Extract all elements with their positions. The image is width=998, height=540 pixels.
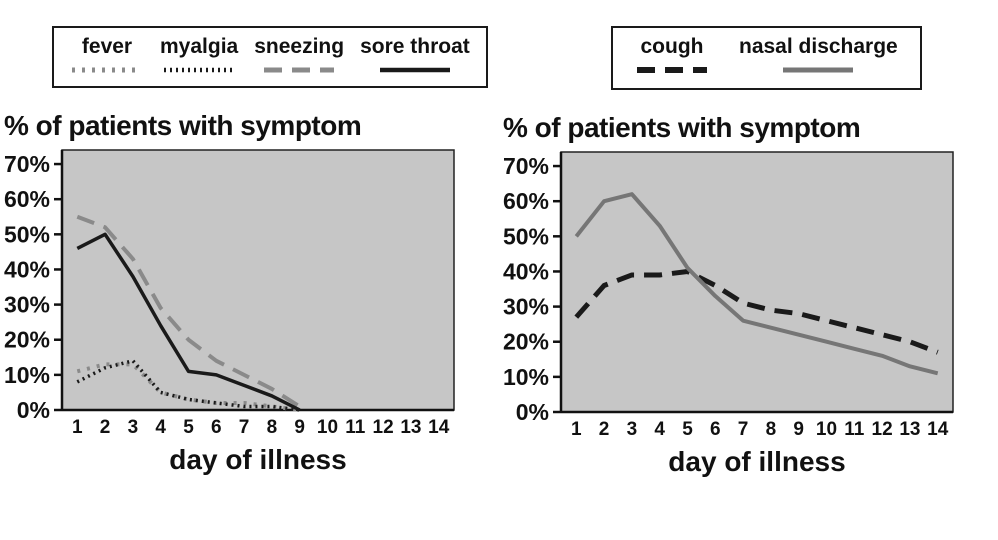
chart-title-right: % of patients with symptom (503, 112, 861, 143)
plot-right: 0%10%20%30%40%50%60%70%1 2 3 4 5 6 7 8 9 10 11 12 13… (503, 151, 954, 440)
y-tick-label: 0% (17, 397, 50, 423)
legend-item-myalgia: myalgia (160, 35, 238, 76)
x-tick-label: 10 (317, 417, 338, 438)
y-tick-label: 40% (4, 256, 50, 282)
x-axis-title-right: day of illness (668, 446, 846, 477)
x-tick-label: 13 (899, 419, 920, 440)
y-tick-label: 30% (503, 294, 549, 320)
x-tick-label: 3 (128, 417, 139, 438)
legend-item-cough: cough (635, 35, 709, 76)
legend-label: nasal discharge (739, 35, 898, 58)
x-tick-label: 10 (816, 419, 837, 440)
x-tick-label: 3 (627, 419, 638, 440)
legend-item-fever: fever (70, 35, 144, 76)
x-tick-label: 9 (793, 419, 804, 440)
y-tick-label: 60% (503, 188, 549, 214)
y-tick-label: 20% (503, 329, 549, 355)
legend-sample-line (637, 67, 707, 73)
x-tick-label: 1 (571, 419, 582, 440)
legend-label: myalgia (160, 35, 239, 58)
y-tick-label: 10% (4, 362, 50, 388)
x-tick-label: 13 (400, 417, 421, 438)
x-tick-label: 7 (738, 419, 749, 440)
y-tick-label: 30% (4, 292, 50, 318)
legend-box-left: fever myalgia sneezing sore throat (52, 26, 488, 88)
legend-label: cough (640, 35, 704, 58)
x-tick-label: 8 (766, 419, 777, 440)
x-tick-label: 6 (710, 419, 721, 440)
y-tick-label: 10% (503, 364, 549, 390)
x-tick-label: 4 (155, 417, 166, 438)
y-tick-label: 70% (503, 153, 549, 179)
legend-item-sore-throat: sore throat (360, 35, 470, 76)
legend-item-nasal-discharge: nasal discharge (739, 35, 898, 76)
x-tick-label: 8 (267, 417, 278, 438)
legend-label: sore throat (360, 35, 470, 58)
legend-sample-line (164, 67, 235, 73)
right-chart-panel: cough nasal discharge % of patients with … (499, 0, 998, 540)
legend-sample-line (264, 67, 335, 73)
x-tick-label: 14 (428, 417, 450, 438)
x-tick-label: 2 (100, 417, 111, 438)
series-line-nasal-discharge (574, 192, 939, 376)
x-tick-label: 11 (345, 417, 366, 438)
x-axis-title-left: day of illness (169, 444, 347, 475)
series-line-sneezing (76, 214, 301, 409)
series-line-myalgia (76, 359, 300, 412)
y-tick-label: 50% (503, 223, 549, 249)
x-tick-label: 7 (239, 417, 250, 438)
legend-item-sneezing: sneezing (254, 35, 344, 76)
x-tick-label: 2 (599, 419, 610, 440)
x-tick-label: 9 (294, 417, 305, 438)
y-tick-label: 70% (4, 151, 50, 177)
x-tick-label: 14 (927, 419, 949, 440)
legend-sample-line (72, 67, 142, 73)
chart-title-left: % of patients with symptom (4, 110, 362, 141)
y-tick-label: 0% (516, 399, 549, 425)
x-tick-label: 6 (211, 417, 222, 438)
plot-left: 0%10%20%30%40%50%60%70%1 2 3 4 5 6 7 8 9 10 11 12 13… (4, 149, 455, 438)
legend-sample-line (379, 67, 450, 73)
plot-area (61, 149, 455, 411)
x-tick-label: 12 (872, 419, 893, 440)
y-tick-label: 50% (4, 221, 50, 247)
legend-label: sneezing (254, 35, 345, 58)
x-tick-label: 4 (654, 419, 665, 440)
x-tick-label: 1 (72, 417, 83, 438)
series-line-cough (574, 268, 939, 355)
x-tick-label: 11 (844, 419, 865, 440)
legend-box-right: cough nasal discharge (611, 26, 922, 90)
left-chart-panel: fever myalgia sneezing sore throat % of pat… (4, 26, 488, 475)
x-tick-label: 12 (373, 417, 394, 438)
y-tick-label: 60% (4, 186, 50, 212)
legend-sample-line (783, 67, 854, 73)
legend-label: fever (81, 35, 133, 58)
x-tick-label: 5 (183, 417, 194, 438)
y-tick-label: 20% (4, 327, 50, 353)
x-tick-label: 5 (682, 419, 693, 440)
series-line-sore-throat (76, 232, 301, 412)
y-tick-label: 40% (503, 258, 549, 284)
